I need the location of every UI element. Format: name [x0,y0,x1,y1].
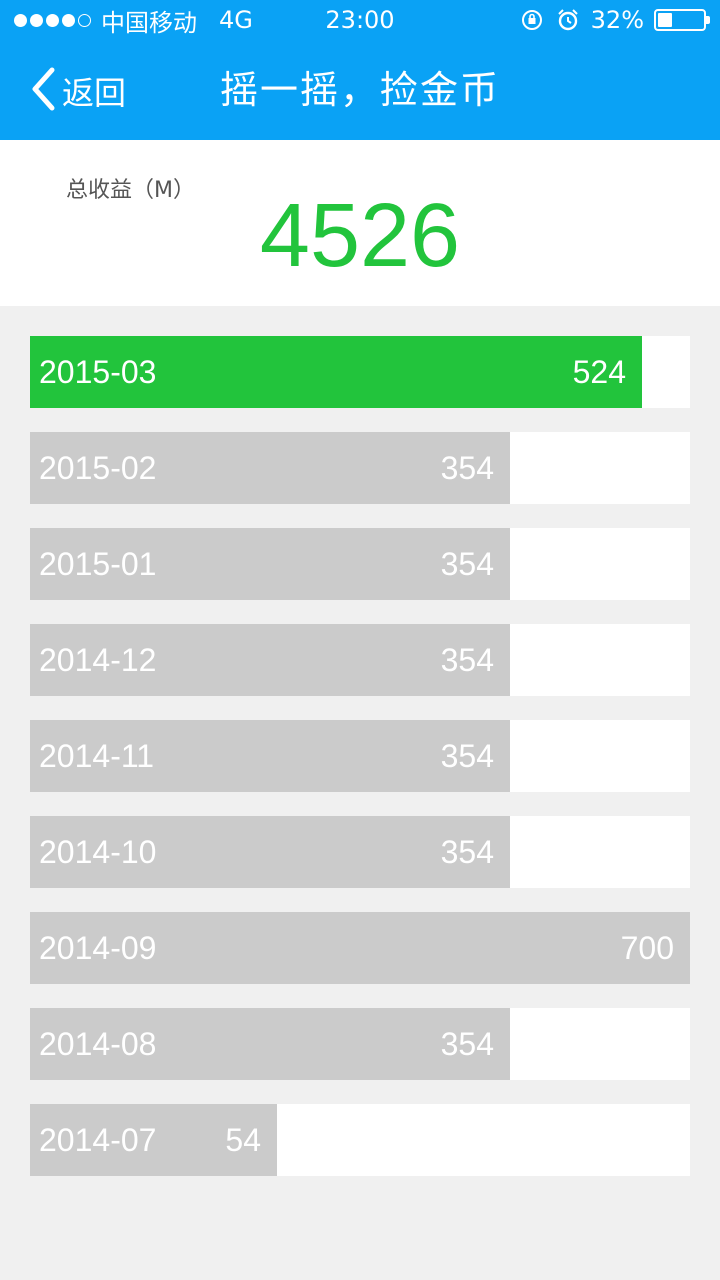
earnings-bar [30,624,510,696]
month-value: 700 [620,930,674,966]
month-value: 354 [440,738,494,774]
total-earnings-value: 4526 [259,186,461,286]
total-earnings-label: 总收益（M） [66,178,195,203]
month-value: 354 [440,546,494,582]
back-label: 返回 [62,74,127,112]
month-label: 2015-02 [39,450,157,486]
total-earnings-panel: 总收益（M） 4526 [0,140,720,306]
month-label: 2014-11 [39,738,155,774]
month-value: 354 [440,1026,494,1062]
earnings-bar [30,432,510,504]
network-type: 4G [219,6,253,34]
earnings-bar [30,816,510,888]
month-label: 2014-07 [39,1122,157,1158]
month-label: 2014-10 [39,834,157,870]
back-button[interactable]: 返回 [28,66,126,116]
earnings-row[interactable]: 2014-11 354 [30,720,690,792]
earnings-row[interactable]: 2014-09 700 [30,912,690,984]
rotation-lock-icon [519,7,545,33]
month-label: 2015-03 [39,354,157,390]
month-value: 354 [440,834,494,870]
month-label: 2014-12 [39,642,157,678]
battery-percent: 32% [590,6,644,34]
earnings-row[interactable]: 2014-07 54 [30,1104,690,1176]
earnings-row[interactable]: 2014-10 354 [30,816,690,888]
month-value: 354 [440,450,494,486]
earnings-row[interactable]: 2015-03 524 [30,336,690,408]
battery-icon [654,9,710,31]
earnings-row[interactable]: 2014-08 354 [30,1008,690,1080]
earnings-bar [30,336,642,408]
signal-strength-icon [14,13,91,27]
month-value: 524 [572,354,626,390]
monthly-earnings-list: 2015-03 524 2015-02 354 2015-01 354 2014-12 354… [30,336,690,1200]
earnings-row[interactable]: 2015-01 354 [30,528,690,600]
earnings-row[interactable]: 2015-02 354 [30,432,690,504]
carrier-name: 中国移动 [101,8,197,37]
month-label: 2014-08 [39,1026,157,1062]
earnings-bar [30,528,510,600]
month-label: 2015-01 [39,546,157,582]
navigation-bar: 返回 摇一摇，捡金币 [0,40,720,140]
earnings-row[interactable]: 2014-12 354 [30,624,690,696]
month-value: 354 [440,642,494,678]
page-title: 摇一摇，捡金币 [219,68,500,112]
earnings-bar [30,720,510,792]
status-bar: 中国移动 4G 23:00 32% [0,0,720,40]
alarm-icon [555,7,581,33]
chevron-left-icon [28,66,58,116]
status-time: 23:00 [325,6,395,34]
earnings-bar [30,912,690,984]
earnings-bar [30,1104,277,1176]
earnings-bar [30,1008,510,1080]
month-value: 54 [225,1122,261,1158]
month-label: 2014-09 [39,930,157,966]
